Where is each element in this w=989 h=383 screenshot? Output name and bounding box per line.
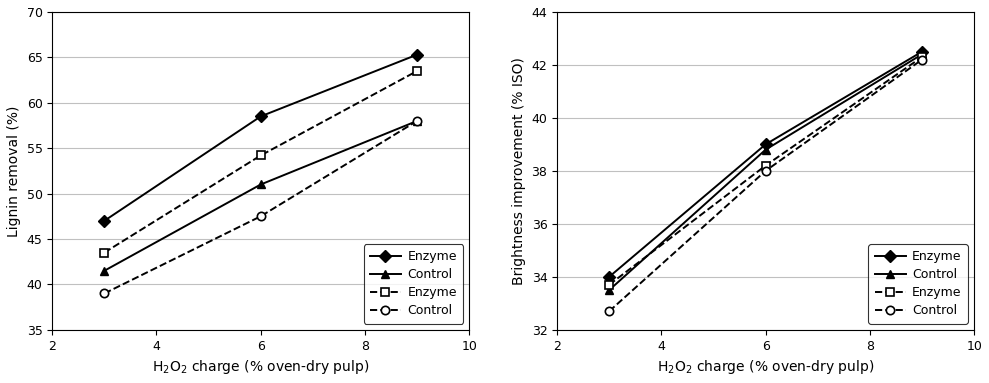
Legend: Enzyme, Control, Enzyme, Control: Enzyme, Control, Enzyme, Control bbox=[868, 244, 968, 324]
X-axis label: H$_2$O$_2$ charge (% oven-dry pulp): H$_2$O$_2$ charge (% oven-dry pulp) bbox=[657, 358, 874, 376]
Y-axis label: Lignin removal (%): Lignin removal (%) bbox=[7, 105, 21, 237]
X-axis label: H$_2$O$_2$ charge (% oven-dry pulp): H$_2$O$_2$ charge (% oven-dry pulp) bbox=[152, 358, 369, 376]
Y-axis label: Brightness improvement (% ISO): Brightness improvement (% ISO) bbox=[512, 57, 526, 285]
Legend: Enzyme, Control, Enzyme, Control: Enzyme, Control, Enzyme, Control bbox=[364, 244, 463, 324]
